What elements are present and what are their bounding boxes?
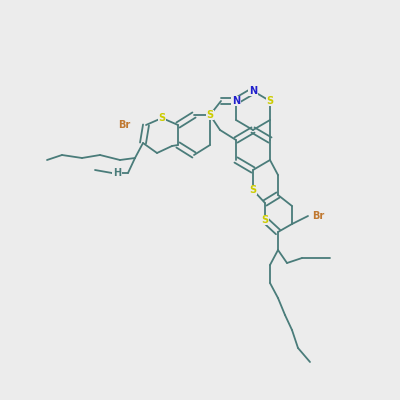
Text: N: N (249, 86, 257, 96)
Text: S: S (262, 215, 268, 225)
Text: S: S (250, 185, 256, 195)
Text: H: H (113, 168, 121, 178)
Text: S: S (266, 96, 274, 106)
Text: S: S (206, 110, 214, 120)
Text: Br: Br (312, 211, 324, 221)
Text: N: N (232, 96, 240, 106)
Text: Br: Br (118, 120, 130, 130)
Text: S: S (158, 113, 166, 123)
